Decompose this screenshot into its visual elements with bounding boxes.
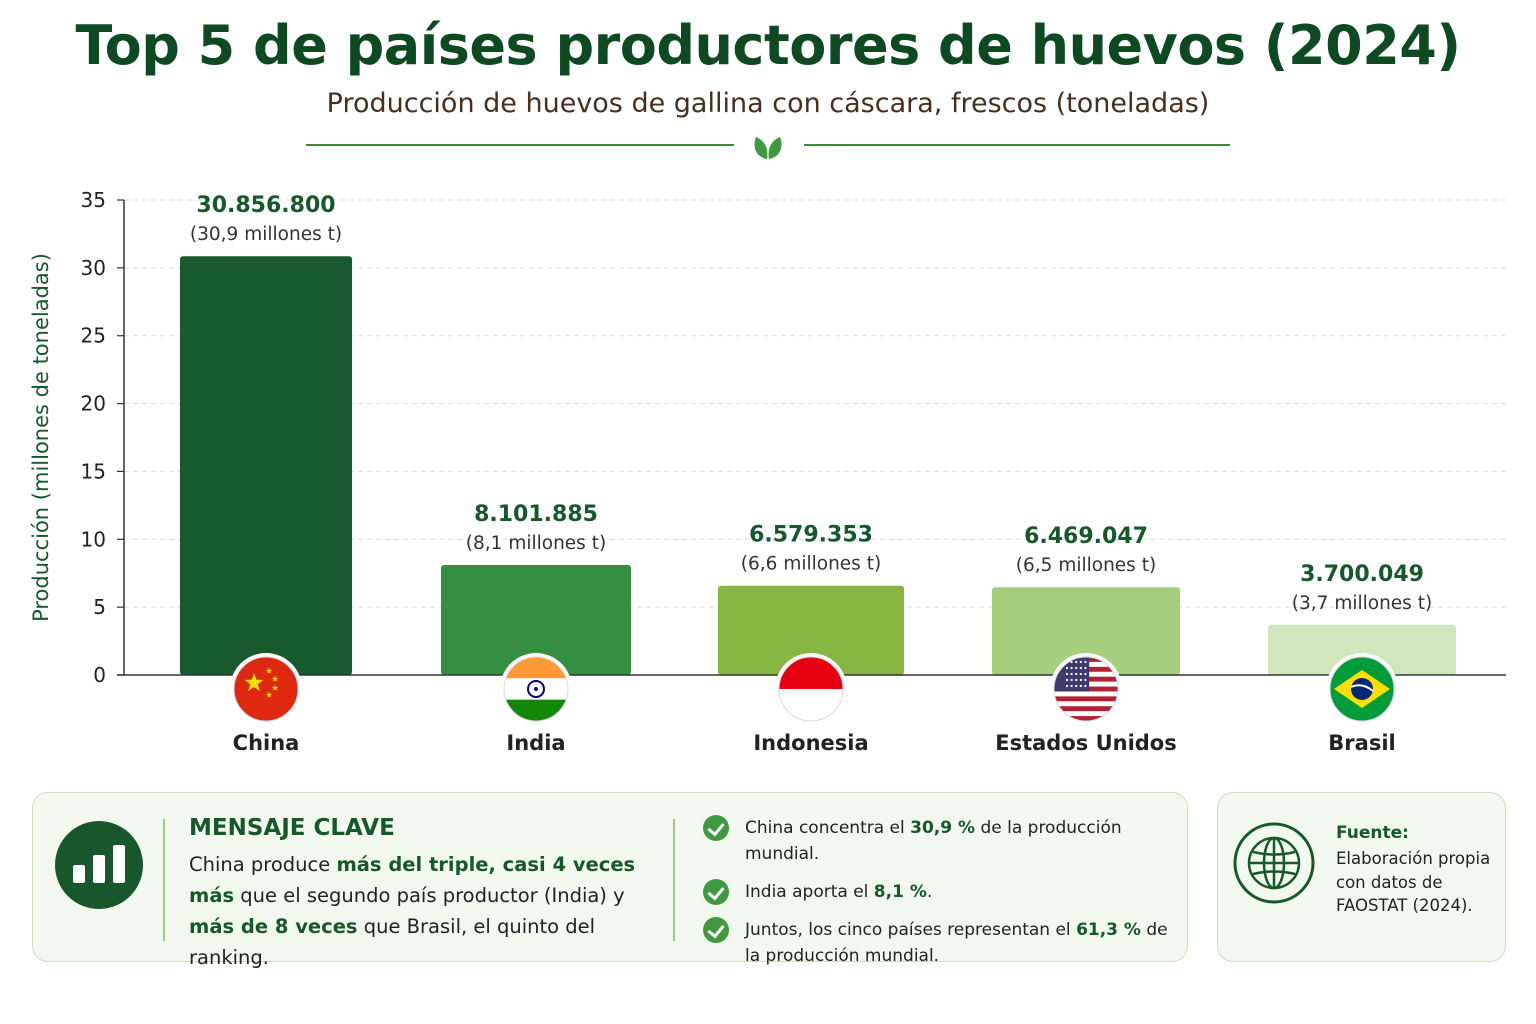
china-flag — [234, 657, 298, 721]
separator — [673, 819, 675, 941]
data-label: 30.856.800 — [196, 193, 335, 218]
x-tick-label: Indonesia — [753, 731, 868, 755]
y-tick-label: 20 — [81, 392, 106, 416]
data-label: 6.469.047 — [1024, 524, 1148, 549]
flag-outline — [778, 656, 844, 722]
chart-subtitle: Producción de huevos de gallina con cásc… — [326, 88, 1210, 119]
leaf-icon — [754, 137, 782, 159]
flag-outline — [503, 656, 569, 722]
flag-outline — [1053, 656, 1119, 722]
divider-right — [804, 144, 1230, 146]
india-flag — [504, 657, 568, 721]
separator — [163, 819, 165, 941]
data-label: 3.700.049 — [1300, 562, 1424, 587]
key-message-title: MENSAJE CLAVE — [189, 815, 395, 841]
check-icon — [703, 815, 729, 841]
data-label: 6.579.353 — [749, 523, 873, 548]
key-message-card: MENSAJE CLAVE China produce más del trip… — [32, 792, 1188, 969]
source-label: Fuente: — [1336, 823, 1409, 843]
bar-indonesia — [718, 585, 904, 675]
data-sublabel: (6,6 millones t) — [741, 554, 881, 575]
brazil-flag — [1330, 657, 1394, 721]
y-tick-label: 0 — [93, 663, 106, 687]
globe-icon — [1233, 822, 1315, 904]
y-tick-label: 5 — [93, 595, 106, 619]
list-item: China concentra el 30,9 % de la producci… — [703, 815, 1173, 867]
y-tick-label: 15 — [81, 459, 106, 483]
flag-outline — [233, 656, 299, 722]
flag-outline — [1329, 656, 1395, 722]
bar-chart-icon — [55, 821, 143, 909]
y-tick-label: 30 — [81, 256, 106, 280]
check-icon — [703, 917, 729, 943]
list-item: Juntos, los cinco países representan el … — [703, 917, 1173, 969]
key-message-text: China produce más del triple, casi 4 vec… — [189, 853, 636, 969]
data-sublabel: (8,1 millones t) — [466, 533, 606, 554]
y-tick-label: 35 — [81, 188, 106, 212]
check-icon — [703, 879, 729, 905]
bar-estados-unidos — [992, 587, 1180, 675]
x-tick-label: India — [506, 731, 565, 755]
y-tick-label: 10 — [81, 527, 106, 551]
bar-india — [441, 565, 631, 675]
x-tick-label: China — [233, 731, 300, 755]
divider-left — [306, 144, 734, 146]
source-text: Elaboración propia con datos de FAOSTAT … — [1336, 849, 1491, 915]
data-sublabel: (6,5 millones t) — [1016, 555, 1156, 576]
y-axis-label: Producción (millones de toneladas) — [29, 253, 53, 622]
data-label: 8.101.885 — [474, 502, 598, 527]
x-tick-label: Brasil — [1328, 731, 1395, 755]
data-sublabel: (30,9 millones t) — [190, 224, 342, 245]
list-item: India aporta el 8,1 %. — [703, 879, 1173, 905]
bar-china — [180, 256, 352, 675]
y-tick-label: 25 — [81, 324, 106, 348]
x-tick-label: Estados Unidos — [995, 731, 1176, 755]
bar-chart: 0 5 10 15 20 25 30 35 Producción (millones de to… — [29, 188, 1506, 755]
data-sublabel: (3,7 millones t) — [1292, 593, 1432, 614]
bar-brasil — [1268, 624, 1456, 675]
chart-title: Top 5 de países productores de huevos (2… — [75, 14, 1461, 77]
source-card: Fuente: Elaboración propia con datos de … — [1217, 792, 1506, 962]
key-facts-list: China concentra el 30,9 % de la producci… — [703, 815, 1173, 981]
